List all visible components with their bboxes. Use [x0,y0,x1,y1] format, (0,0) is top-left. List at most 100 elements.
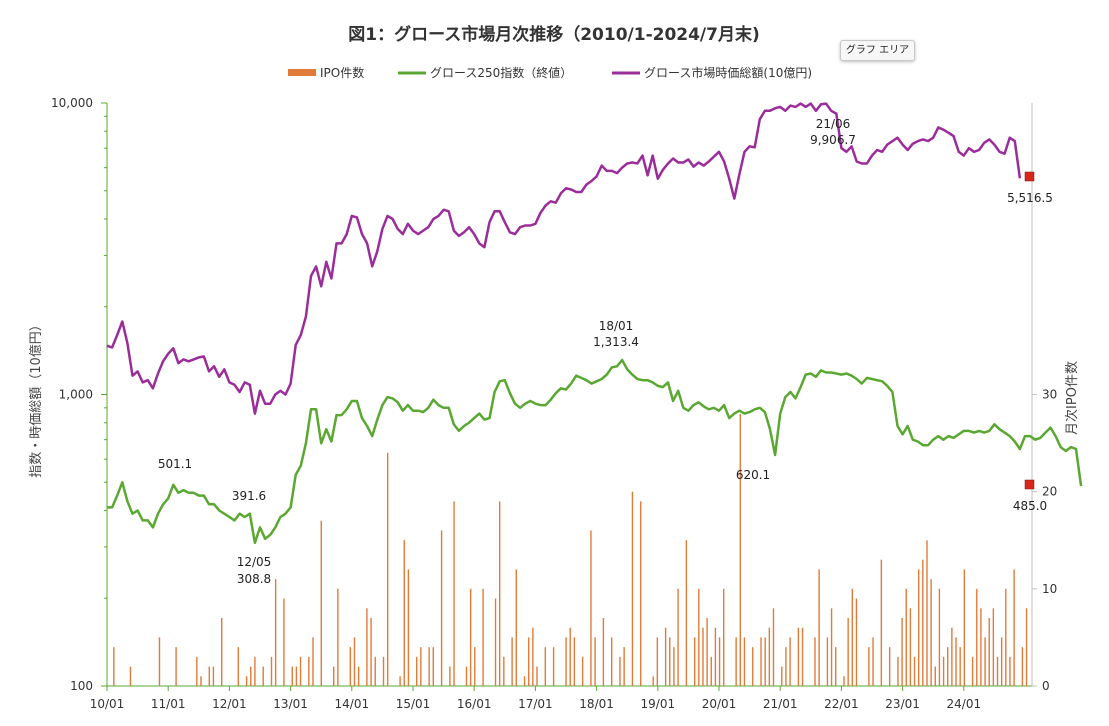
ipo-bar [382,656,385,686]
ipo-bar [129,666,132,686]
ipo-bar [847,617,849,686]
ipo-bar [1009,656,1011,686]
ipo-bar [1021,647,1024,686]
ipo-bar [581,656,584,686]
ipo-bar [976,588,978,686]
ipo-bar [772,608,775,686]
ipo-bar [196,656,198,686]
y-right-tick-label: 0 [1042,679,1050,693]
y-left-tick-label: 1,000 [59,388,93,402]
ipo-bar [673,647,675,686]
ipo-bar [963,569,966,686]
ipo-bar [797,627,800,686]
ipo-bar [212,666,215,686]
ipo-bar [357,666,360,686]
ipo-bar [706,617,708,686]
ipo-bar [465,666,468,686]
annotations: 501.1 391.6 12/05 308.8 18/01 1,313.4 62… [158,117,1053,586]
x-tick-label: 16/01 [457,697,492,711]
ipo-bar [652,676,654,686]
ipo-bar [320,520,322,686]
chart-area-tooltip: グラフ エリア [840,40,915,61]
ipo-bar [590,530,592,686]
ipo-bar [971,656,974,686]
ipo-bar [407,569,410,686]
y-axis-right-label: 月次IPO件数 [1064,361,1080,435]
ipo-bar [420,647,422,686]
ipo-bar [498,501,501,686]
ipo-bar [693,637,696,686]
ipo-bar [835,647,837,686]
ipo-bar [175,647,177,686]
legend-swatch-ipo [288,69,316,76]
ipo-bar [781,666,783,686]
ipo-bar [988,617,990,686]
ipo-bar [453,501,455,686]
y-right-tick-label: 10 [1042,582,1057,596]
y-right-tick-label: 30 [1042,388,1057,402]
ipo-bar [768,627,771,686]
ipo-bar [685,540,688,686]
annotation-620: 620.1 [736,468,770,482]
legend-label-index: グロース250指数（終値） [430,65,572,80]
ipo-bar [312,637,314,686]
ipo-bar [250,666,252,686]
ipo-bar [370,617,372,686]
ipo-bar [938,588,941,686]
ipo-bar [440,530,443,686]
x-tick-group: 10/01 11/01 12/01 13/01 14/01 15/01 16/01 17/01… [90,686,981,711]
ipo-bar [349,647,352,686]
ipo-bar [308,656,310,686]
annotation-1801-date: 18/01 [599,319,634,333]
ipo-bar [992,608,995,686]
x-tick-label: 22/01 [824,697,859,711]
x-tick-label: 23/01 [885,697,920,711]
ipo-bar [399,676,401,686]
ipo-bar [872,637,874,686]
ipo-bar [714,627,717,686]
series-line-index [107,358,1083,545]
ipo-bar [739,413,741,686]
ipo-bar [818,569,820,686]
y-left-tick-group: 100 1,000 10,000 [51,96,107,693]
ipo-bar [333,666,335,686]
x-tick-label: 11/01 [151,697,186,711]
ipo-bar [158,637,161,686]
ipo-bar [698,588,700,686]
ipo-bar [283,598,285,686]
ipo-bar [897,656,899,686]
ipo-bar [428,647,430,686]
x-tick-label: 13/01 [273,697,308,711]
y-right-tick-label: 20 [1042,485,1057,499]
ipo-bar [353,637,356,686]
x-tick-label: 12/01 [212,697,247,711]
ipo-bar [735,637,737,686]
ipo-bar [718,637,721,686]
ipo-bar [785,647,787,686]
ipo-bar [221,617,223,686]
ipo-bar [743,637,746,686]
ipo-bar [416,656,418,686]
ipo-bar [474,647,476,686]
ipo-bar [565,637,567,686]
ipo-bar [764,637,766,686]
end-marker-index [1024,479,1035,490]
ipo-bar [403,540,405,686]
ipo-bar [830,608,833,686]
ipo-bar [291,666,293,686]
y-left-tick-label: 100 [70,679,93,693]
ipo-bar [602,617,605,686]
ipo-bar [200,676,202,686]
ipo-bar [955,637,957,686]
x-tick-label: 19/01 [641,697,676,711]
end-marker-mcap [1024,171,1035,182]
ipo-bar [623,647,625,686]
ipo-bar [610,637,613,686]
ipo-bar [980,608,982,686]
ipo-bar [482,588,484,686]
ipo-bars [113,413,1028,686]
ipo-bar [934,666,936,686]
annotation-5516: 5,516.5 [1007,191,1053,205]
